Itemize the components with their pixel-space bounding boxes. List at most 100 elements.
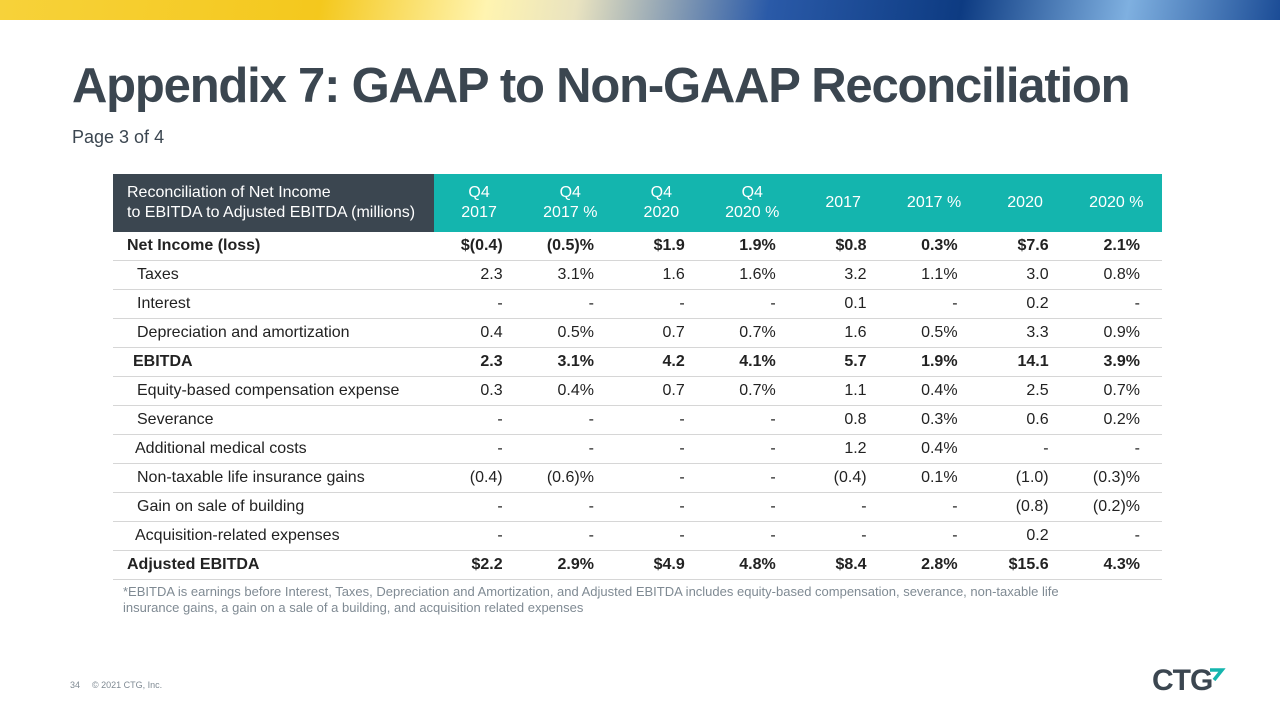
- cell: $1.9: [615, 232, 707, 261]
- cell: 3.0: [979, 260, 1071, 290]
- header-line: to EBITDA to Adjusted EBITDA (millions): [127, 204, 416, 221]
- row-label: EBITDA: [113, 347, 434, 377]
- cell: (0.2)%: [1070, 492, 1162, 522]
- cell: -: [524, 405, 616, 435]
- cell: 0.2: [979, 289, 1071, 319]
- cell: 1.6: [797, 318, 889, 348]
- subtitle: Page 3 of 4: [72, 127, 165, 147]
- cell: -: [615, 463, 707, 493]
- cell: 4.2: [615, 347, 707, 377]
- column-header: 2020: [979, 174, 1071, 232]
- banner: [0, 0, 1280, 20]
- cell: -: [524, 492, 616, 522]
- cell: 0.7: [615, 376, 707, 406]
- cell: (0.6)%: [524, 463, 616, 493]
- cell: 3.3: [979, 318, 1071, 348]
- cell: 4.3%: [1070, 550, 1162, 580]
- cell: -: [1070, 289, 1162, 319]
- cell: 0.3: [433, 376, 525, 406]
- cell: 0.5%: [888, 318, 980, 348]
- cell: $8.4: [797, 550, 889, 580]
- cell: 5.7: [797, 347, 889, 377]
- cell: -: [888, 521, 980, 551]
- cell: 0.7: [615, 318, 707, 348]
- cell: (0.3)%: [1070, 463, 1162, 493]
- column-header: 2017 %: [888, 174, 980, 232]
- header-row: Reconciliation of Net Income to EBITDA to…: [113, 174, 1162, 232]
- header-line: Q4: [650, 184, 673, 201]
- cell: -: [888, 289, 980, 319]
- cell: 0.4: [433, 318, 525, 348]
- page-number: 34: [70, 680, 81, 690]
- header-line: 2017: [825, 194, 861, 211]
- column-header: Reconciliation of Net Income to EBITDA to…: [113, 174, 434, 232]
- cell: 1.1: [797, 376, 889, 406]
- header-line: 2020 %: [1089, 194, 1144, 211]
- cell: 0.2%: [1070, 405, 1162, 435]
- header-line: Q4: [468, 184, 490, 201]
- cell: -: [433, 289, 525, 319]
- cell: -: [706, 434, 798, 464]
- cell: $2.2: [433, 550, 525, 580]
- cell: 0.5%: [524, 318, 616, 348]
- row-label: Adjusted EBITDA: [113, 550, 434, 580]
- cell: 4.1%: [706, 347, 798, 377]
- column-header: Q4 2020 %: [706, 174, 798, 232]
- cell: -: [706, 289, 798, 319]
- cell: 0.9%: [1070, 318, 1162, 348]
- cell: $(0.4): [433, 232, 525, 261]
- table-row: Gain on sale of building - - - - - - (0.8) (0.2)…: [113, 492, 1162, 522]
- cell: -: [524, 434, 616, 464]
- header-line: 2017 %: [543, 204, 598, 221]
- table-row: Non-taxable life insurance gains (0.4) (0.…: [113, 463, 1162, 493]
- header-line: Reconciliation of Net Income: [127, 184, 331, 201]
- cell: 0.6: [979, 405, 1071, 435]
- table-row: Acquisition-related expenses - - - - - -0.2-: [113, 521, 1162, 551]
- cell: -: [797, 492, 889, 522]
- header-line: Q4: [741, 184, 763, 201]
- cell: -: [979, 434, 1071, 464]
- cell: 4.8%: [706, 550, 798, 580]
- header-line: 2017: [461, 204, 497, 221]
- column-header: Q4 2017 %: [524, 174, 616, 232]
- logo-check: [1210, 668, 1226, 682]
- cell: 0.4%: [524, 376, 616, 406]
- cell: 2.5: [979, 376, 1071, 406]
- cell: 0.4%: [888, 434, 980, 464]
- cell: (0.4): [433, 463, 525, 493]
- cell: -: [706, 463, 798, 493]
- cell: -: [1070, 521, 1162, 551]
- cell: (0.4): [797, 463, 889, 493]
- cell: -: [433, 434, 525, 464]
- header-line: 2020: [1007, 194, 1043, 211]
- cell: 1.2: [797, 434, 889, 464]
- title: Appendix 7: GAAP to Non-GAAP Reconciliat…: [72, 59, 1131, 113]
- cell: -: [797, 521, 889, 551]
- cell: -: [433, 405, 525, 435]
- row-label: Taxes: [113, 260, 434, 290]
- table-row: Taxes 2.3 3.1% 1.6 1.6% 3.2 1.1% 3.0 0.8%: [113, 260, 1162, 290]
- row-label: Depreciation and amortization: [113, 318, 434, 348]
- cell: (0.5)%: [524, 232, 616, 261]
- row-label: Non-taxable life insurance gains: [113, 463, 434, 493]
- cell: -: [615, 521, 707, 551]
- cell: 3.9%: [1070, 347, 1162, 377]
- cell: 0.2: [979, 521, 1071, 551]
- cell: 0.1: [797, 289, 889, 319]
- row-label: Interest: [113, 289, 434, 319]
- cell: 1.9%: [706, 232, 798, 261]
- row-label: Gain on sale of building: [113, 492, 434, 522]
- cell: (1.0): [979, 463, 1071, 493]
- cell: -: [524, 289, 616, 319]
- logo-mark: [1210, 668, 1226, 682]
- cell: 3.2: [797, 260, 889, 290]
- copyright: © 2021 CTG, Inc.: [92, 680, 163, 690]
- header-line: 2020 %: [725, 204, 780, 221]
- table-row: Adjusted EBITDA $2.2 2.9% $4.9 4.8% $8.4 2.8% $…: [113, 550, 1162, 580]
- cell: -: [433, 492, 525, 522]
- cell: 0.7%: [1070, 376, 1162, 406]
- cell: 3.1%: [524, 260, 616, 290]
- cell: 0.4%: [888, 376, 980, 406]
- cell: 0.7%: [706, 318, 798, 348]
- cell: $4.9: [615, 550, 707, 580]
